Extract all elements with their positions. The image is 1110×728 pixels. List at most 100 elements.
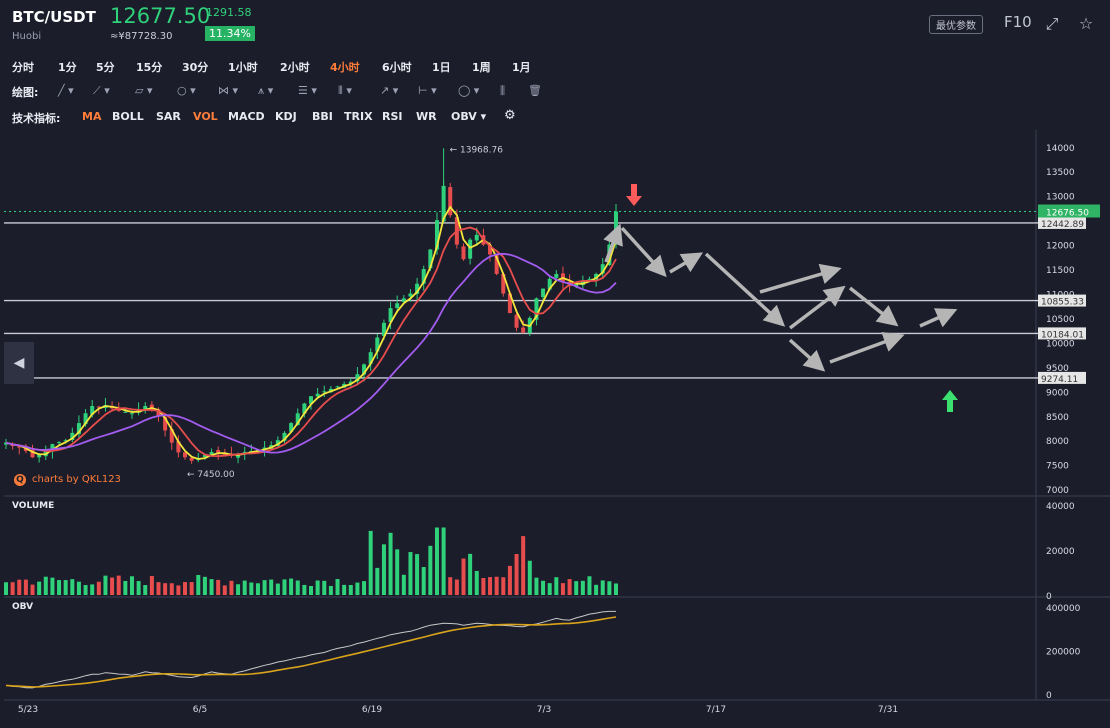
period-4[interactable]: 30分 <box>182 61 209 74</box>
chart-area[interactable]: 1400013500130001250012000115001100010500… <box>0 127 1110 724</box>
candle-body <box>375 337 380 352</box>
period-0[interactable]: 分时 <box>12 61 34 74</box>
volume-bar <box>607 581 612 595</box>
volume-bar <box>421 567 426 595</box>
volume-bar <box>76 581 81 595</box>
shape-tool-icon[interactable]: ○ ▾ <box>177 84 196 97</box>
volume-bar <box>328 585 333 595</box>
indicator-obv[interactable]: OBV ▾ <box>451 110 487 123</box>
candle-body <box>183 452 188 458</box>
indicator-wr[interactable]: WR <box>416 110 437 123</box>
obv-ma-line <box>5 616 617 688</box>
volume-bar <box>355 582 360 595</box>
candle-body <box>461 246 466 260</box>
period-3[interactable]: 15分 <box>136 61 163 74</box>
fork-tool-icon[interactable]: ⩚ ▾ <box>258 84 274 97</box>
volume-bar <box>10 582 15 595</box>
ray-tool-icon[interactable]: ⟋ ▾ <box>93 84 110 97</box>
indicator-boll[interactable]: BOLL <box>112 110 144 123</box>
volume-bar <box>116 575 121 595</box>
trash-icon[interactable]: 🗑 <box>528 84 542 97</box>
indicator-trix[interactable]: TRIX <box>344 110 373 123</box>
volume-bar <box>123 580 128 595</box>
optimal-params-button[interactable]: 最优参数 <box>929 15 983 34</box>
ma-fast-line <box>5 205 617 460</box>
exchange-name: Huobi <box>12 31 42 42</box>
price-tick-label: 8500 <box>1046 413 1069 423</box>
symbol[interactable]: BTC/USDT <box>12 8 96 26</box>
volume-bar <box>600 580 605 595</box>
collapse-left-button[interactable]: ◀ <box>4 342 34 384</box>
bars-tool-icon[interactable]: ⫼ <box>500 84 506 97</box>
price-tick-label: 10000 <box>1046 339 1075 349</box>
candle-body <box>362 364 367 375</box>
x-tick-label: 7/3 <box>537 705 551 715</box>
star-icon[interactable]: ☆ <box>1078 14 1094 33</box>
price-chart-svg[interactable]: 1400013500130001250012000115001100010500… <box>0 127 1110 724</box>
f10-button[interactable]: F10 <box>1004 13 1032 31</box>
arrow-tool-icon[interactable]: ↗ ▾ <box>380 84 399 97</box>
volume-bar <box>541 580 546 595</box>
period-6[interactable]: 2小时 <box>280 61 310 74</box>
volume-bar <box>362 581 367 595</box>
indicator-sar[interactable]: SAR <box>156 110 181 123</box>
indicator-kdj[interactable]: KDJ <box>275 110 297 123</box>
indicator-macd[interactable]: MACD <box>228 110 265 123</box>
volume-bar <box>289 578 294 595</box>
ma-slow-line <box>5 252 617 454</box>
candle-body <box>428 249 433 269</box>
candle-body <box>169 429 174 443</box>
pattern-tool-icon[interactable]: ⋈ ▾ <box>218 84 239 97</box>
volume-bar <box>474 570 479 595</box>
period-7[interactable]: 4小时 <box>330 61 360 74</box>
volume-bar <box>560 583 565 595</box>
volume-bar <box>249 582 254 595</box>
period-11[interactable]: 1月 <box>512 61 531 74</box>
sell-signal-arrow <box>626 184 642 206</box>
period-8[interactable]: 6小时 <box>382 61 412 74</box>
candle-body <box>50 444 55 452</box>
obv-tick-label: 400000 <box>1046 604 1081 614</box>
fib-tool-icon[interactable]: ☰ ▾ <box>298 84 317 97</box>
period-9[interactable]: 1日 <box>432 61 451 74</box>
indicator-settings-icon[interactable]: ⚙ <box>504 108 516 123</box>
volume-bar <box>514 554 519 595</box>
volume-bar <box>434 527 439 595</box>
indicator-vol[interactable]: VOL <box>193 110 218 123</box>
indicator-ma[interactable]: MA <box>82 110 102 123</box>
price-tick-label: 14000 <box>1046 144 1075 154</box>
period-1[interactable]: 1分 <box>58 61 77 74</box>
period-10[interactable]: 1周 <box>472 61 491 74</box>
volume-tick-label: 40000 <box>1046 502 1075 512</box>
channel-tool-icon[interactable]: ▱ ▾ <box>135 84 153 97</box>
candle-body <box>83 413 88 425</box>
watermark-text: charts by QKL123 <box>32 474 121 485</box>
comment-tool-icon[interactable]: ◯ ▾ <box>458 84 480 97</box>
candle-body <box>236 453 241 458</box>
fullscreen-icon[interactable]: ⤢ <box>1045 14 1059 33</box>
measure-tool-icon[interactable]: ⊢ ▾ <box>418 84 437 97</box>
period-5[interactable]: 1小时 <box>228 61 258 74</box>
volume-bar <box>30 584 35 595</box>
level-tag <box>1038 294 1086 307</box>
indicator-bbi[interactable]: BBI <box>312 110 333 123</box>
candle-body <box>355 374 360 382</box>
volume-tick-label: 20000 <box>1046 547 1075 557</box>
volume-bar <box>335 579 340 595</box>
candle-body <box>587 278 592 280</box>
volume-bar <box>388 532 393 595</box>
period-2[interactable]: 5分 <box>96 61 115 74</box>
candle-body <box>216 450 221 453</box>
x-tick-label: 5/23 <box>18 705 38 715</box>
volume-bar <box>275 583 280 595</box>
volume-bar <box>494 576 499 595</box>
trendline-tool-icon[interactable]: ╱ ▾ <box>58 84 74 97</box>
indicator-rsi[interactable]: RSI <box>382 110 403 123</box>
x-tick-label: 6/19 <box>362 705 382 715</box>
indicator-label: 技术指标: <box>12 112 61 125</box>
price-tick-label: 13000 <box>1046 193 1075 203</box>
volume-bar <box>381 544 386 595</box>
candle-body <box>275 440 280 446</box>
projection-arrow <box>788 338 826 372</box>
gann-tool-icon[interactable]: ⦀ ▾ <box>338 84 352 97</box>
